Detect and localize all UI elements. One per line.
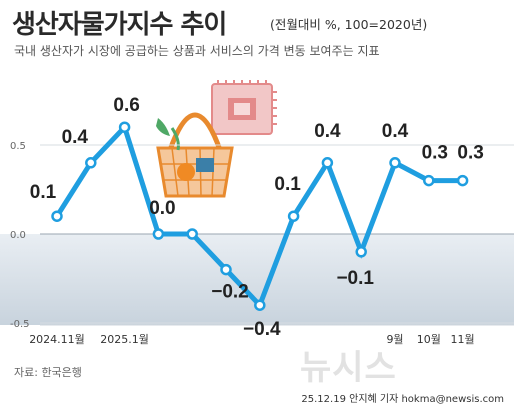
subtitle: 국내 생산자가 시장에 공급하는 상품과 서비스의 가격 변동 보여주는 지표 xyxy=(14,44,380,58)
data-label: −0.2 xyxy=(211,282,249,303)
data-point xyxy=(287,210,300,222)
data-label: 0.3 xyxy=(422,143,448,164)
data-point xyxy=(456,174,469,187)
data-point xyxy=(321,157,334,169)
value-labels: 0.1 0.4 0.6 0.0 −0.2 −0.4 0.1 0.4 −0.1 0.4 0.3 0.3 xyxy=(30,95,484,340)
data-point xyxy=(85,157,97,169)
data-label: 0.1 xyxy=(30,182,57,203)
y-tick-label: -0.5 xyxy=(10,319,30,330)
data-label: 0.0 xyxy=(149,198,175,219)
data-point xyxy=(254,299,266,311)
basket-chip-icon xyxy=(156,80,277,198)
page-title: 생산자물가지수 추이 xyxy=(12,10,227,40)
data-point xyxy=(186,228,198,240)
x-tick-label: 2025.1월 xyxy=(100,333,149,346)
data-point xyxy=(152,228,165,240)
data-label: 0.1 xyxy=(274,174,301,195)
x-axis: 2024.11월 2025.1월 9월 10월 11월 xyxy=(29,333,474,346)
data-label: 0.4 xyxy=(314,121,341,142)
x-tick-label: 10월 xyxy=(417,333,441,346)
x-tick-label: 11월 xyxy=(451,333,475,346)
negative-zone xyxy=(0,234,514,325)
data-points xyxy=(51,121,469,311)
data-label: −0.4 xyxy=(243,319,281,340)
data-point xyxy=(118,121,131,133)
data-point xyxy=(355,246,367,258)
source-note: 자료: 한국은행 xyxy=(14,366,82,379)
data-label: 0.6 xyxy=(113,95,139,116)
credit-line: 25.12.19 안지혜 기자 hokma@newsis.com xyxy=(301,394,504,405)
y-tick-label: 0.5 xyxy=(10,141,26,152)
unit-note: (전월대비 %, 100=2020년) xyxy=(270,17,428,32)
data-point xyxy=(389,157,401,169)
x-tick-label: 2024.11월 xyxy=(29,333,85,346)
data-point xyxy=(51,210,63,222)
data-point xyxy=(220,263,232,276)
y-axis: 0.5 0.0 -0.5 xyxy=(10,141,514,330)
data-label: 0.4 xyxy=(382,121,409,142)
watermark-logo: 뉴시스 xyxy=(300,348,397,388)
data-label: 0.3 xyxy=(457,143,483,164)
data-label: 0.4 xyxy=(62,127,89,148)
data-label: −0.1 xyxy=(336,268,374,289)
data-point xyxy=(423,174,435,187)
x-tick-label: 9월 xyxy=(386,333,403,346)
y-tick-label: 0.0 xyxy=(10,230,26,241)
